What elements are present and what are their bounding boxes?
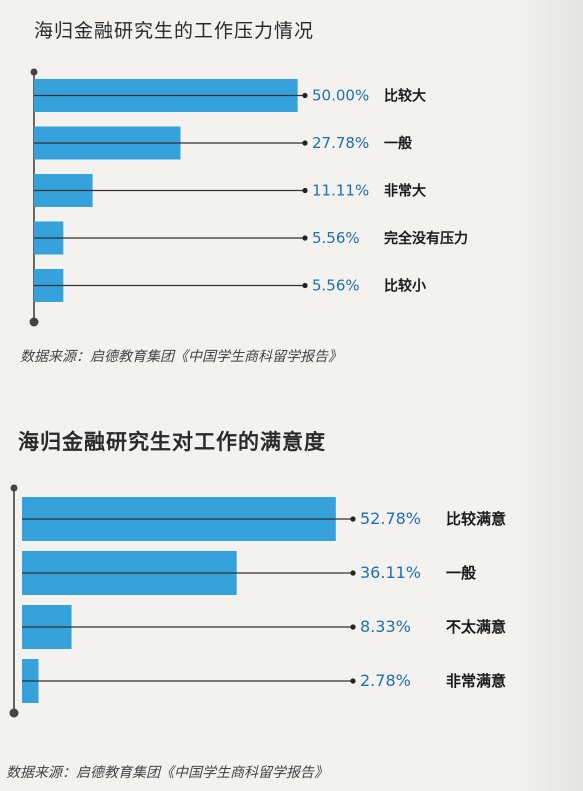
value-label-3: 8.33%: [360, 617, 411, 636]
category-label-2: 一般: [446, 564, 476, 582]
value-label-1: 52.78%: [360, 509, 421, 528]
axis-bottom-dot: [29, 317, 39, 327]
chart-1-title: 海归金融研究生的工作压力情况: [34, 20, 315, 42]
category-label-3: 不太满意: [446, 618, 506, 636]
leader-dot-5: [302, 282, 308, 289]
axis-bottom-dot: [9, 708, 19, 718]
chart-1-source: 数据来源：启德教育集团《中国学生商科留学报告》: [20, 349, 342, 365]
leader-dot-4: [302, 235, 308, 241]
chart-2-title: 海归金融研究生对工作的满意度: [18, 430, 326, 454]
leader-dot-3: [302, 187, 308, 194]
value-label-3: 11.11%: [312, 182, 369, 200]
category-label-2: 一般: [384, 135, 412, 152]
category-label-4: 完全没有压力: [384, 230, 468, 247]
leader-dot-3: [350, 624, 356, 630]
axis-top-dot: [10, 484, 18, 492]
category-label-4: 非常满意: [446, 672, 506, 690]
value-label-2: 27.78%: [312, 134, 369, 152]
leader-dot-2: [350, 570, 356, 576]
leader-dot-4: [350, 678, 356, 684]
value-label-2: 36.11%: [360, 563, 421, 582]
value-label-1: 50.00%: [312, 87, 369, 105]
leader-dot-2: [302, 140, 308, 146]
value-label-4: 5.56%: [312, 229, 360, 247]
category-label-3: 非常大: [384, 183, 426, 200]
axis-top-dot: [30, 68, 38, 76]
chart-2-satisfaction: 52.78% 比较满意 36.11% 一般 8.33% 不太满意 2.78% 非常满意: [9, 484, 506, 718]
category-label-1: 比较满意: [446, 510, 506, 528]
category-label-5: 比较小: [384, 278, 426, 295]
leader-dot-1: [302, 92, 308, 99]
chart-1-stress: 50.00% 比较大 27.78% 一般 11.11% 非常大 5.56% 完全没有压力 5.5…: [29, 68, 468, 327]
value-label-4: 2.78%: [360, 671, 411, 690]
value-label-5: 5.56%: [312, 277, 360, 295]
leader-dot-1: [350, 516, 356, 522]
category-label-1: 比较大: [384, 88, 426, 105]
chart-2-source: 数据来源：启德教育集团《中国学生商科留学报告》: [6, 765, 328, 781]
